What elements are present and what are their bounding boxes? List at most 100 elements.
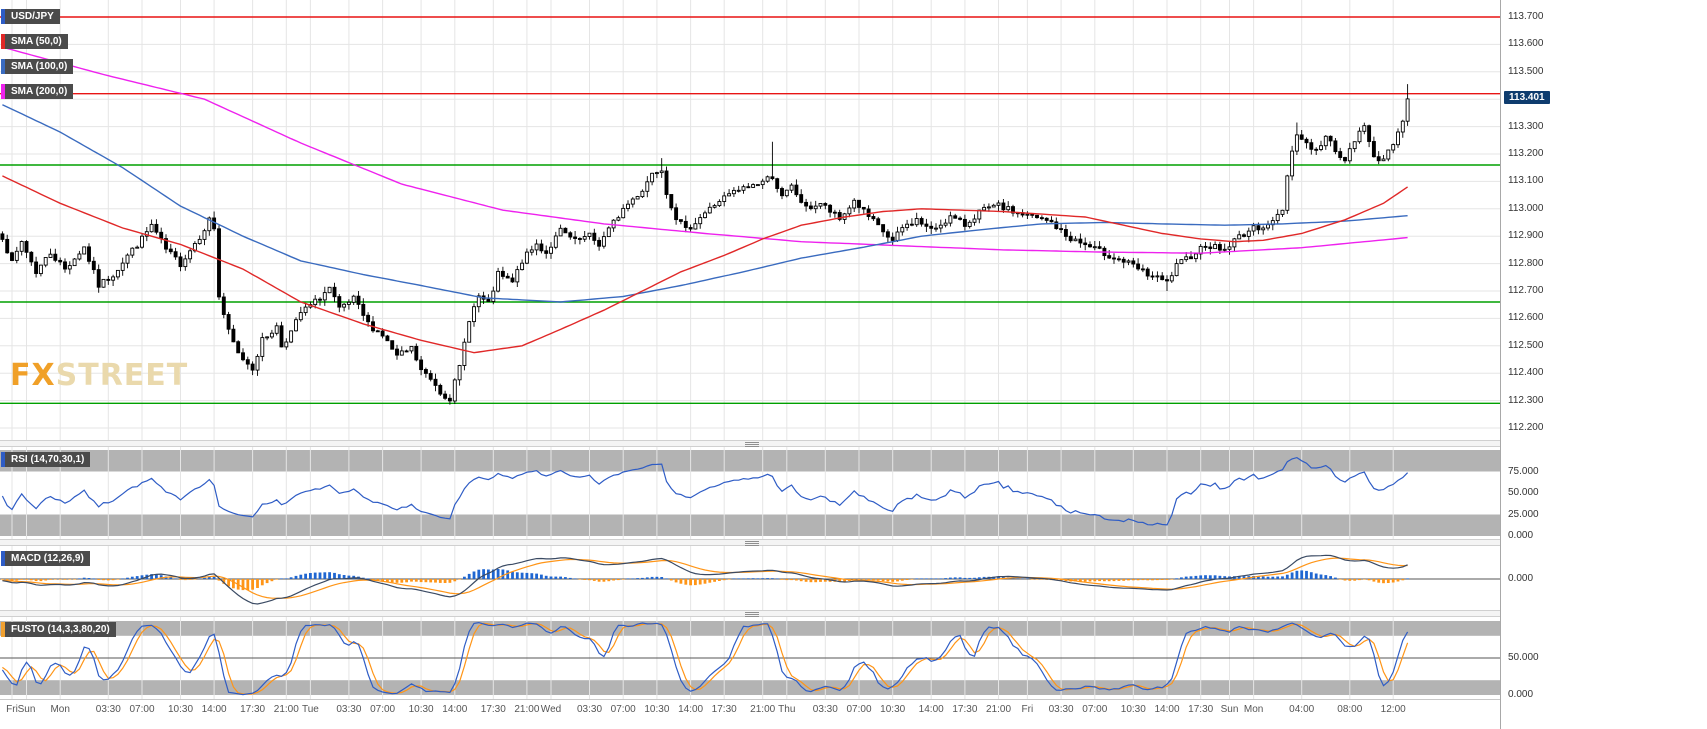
time-axis-label: 21:00	[985, 704, 1012, 715]
price-axis[interactable]: 113.401 113.700113.600113.500113.400113.…	[1500, 0, 1707, 729]
time-axis-label: Fri	[1021, 704, 1034, 715]
axis-tick: 112.400	[1508, 367, 1544, 379]
chart-plot-column: USD/JPY SMA (50,0) SMA (100,0) SMA (200,0) …	[0, 0, 1500, 729]
time-axis-label: Tue	[301, 704, 319, 715]
time-axis[interactable]: Fri Sun Mon 03:30 07:00 10:30 14:00 17:30 21:00 T…	[0, 699, 1500, 729]
time-axis-label: 17:30	[1188, 704, 1214, 715]
stoch-legend-stripe	[1, 622, 5, 637]
rsi-panel[interactable]: RSI (14,70,30,1)	[0, 447, 1500, 539]
symbol-badge-label: USD/JPY	[11, 11, 54, 22]
axis-tick: 112.700	[1508, 285, 1544, 296]
axis-tick: 113.500	[1508, 65, 1544, 77]
sma200-legend-label: SMA (200,0)	[11, 86, 68, 97]
time-axis-label: Mon	[1243, 704, 1264, 715]
splitter-grip-icon[interactable]	[745, 612, 759, 617]
panel-splitter[interactable]	[0, 539, 1500, 546]
stoch-legend: FUSTO (14,3,3,80,20)	[1, 622, 116, 637]
time-axis-label: Sun	[1220, 704, 1239, 715]
time-axis-label: 21:00	[750, 704, 776, 715]
time-axis-label: 03:30	[336, 704, 362, 715]
stochastic-canvas[interactable]	[0, 617, 1500, 699]
sma200-legend-stripe	[1, 84, 5, 99]
main-chart-canvas[interactable]	[0, 0, 1500, 440]
time-axis-label: 14:00	[918, 704, 944, 715]
axis-tick: 0.000	[1508, 689, 1534, 700]
axis-tick: 25.000	[1508, 508, 1539, 520]
time-axis-label: 03:30	[1048, 704, 1074, 715]
rsi-legend: RSI (14,70,30,1)	[1, 452, 91, 467]
main-chart-panel[interactable]: USD/JPY SMA (50,0) SMA (100,0) SMA (200,0) …	[0, 0, 1500, 440]
macd-legend-stripe	[1, 551, 5, 566]
sma50-legend-label: SMA (50,0)	[11, 36, 62, 47]
panel-splitter[interactable]	[0, 610, 1500, 617]
axis-tick: 112.600	[1508, 312, 1544, 324]
sma200-legend: SMA (200,0)	[1, 84, 74, 99]
time-axis-label: 17:30	[711, 704, 737, 715]
splitter-grip-icon[interactable]	[745, 442, 759, 447]
time-axis-label: 14:00	[201, 704, 227, 715]
time-axis-label: 08:00	[1337, 704, 1363, 715]
axis-tick: 0.000	[1508, 530, 1534, 541]
time-axis-label: 21:00	[514, 704, 540, 715]
time-axis-label: 14:00	[442, 704, 468, 715]
splitter-grip-icon[interactable]	[745, 541, 759, 546]
watermark-street: STREET	[55, 358, 189, 393]
time-axis-label: 03:30	[95, 704, 121, 715]
time-axis-label: 10:30	[644, 704, 670, 715]
macd-canvas[interactable]	[0, 546, 1500, 610]
time-axis-label: 07:00	[129, 704, 155, 715]
time-axis-label: Mon	[50, 704, 70, 715]
sma50-legend: SMA (50,0)	[1, 34, 68, 49]
time-axis-label: 17:30	[952, 704, 978, 715]
time-axis-label: 14:00	[678, 704, 704, 715]
axis-tick: 112.500	[1508, 339, 1544, 351]
time-axis-label: 14:00	[1154, 704, 1180, 715]
time-axis-label: Sun	[17, 704, 36, 715]
axis-tick: 50.000	[1508, 487, 1539, 498]
panel-splitter[interactable]	[0, 440, 1500, 447]
rsi-legend-stripe	[1, 452, 5, 467]
axis-tick: 113.200	[1508, 148, 1544, 159]
axis-tick: 112.300	[1508, 394, 1544, 406]
time-axis-label: 10:30	[167, 704, 194, 715]
symbol-badge: USD/JPY	[1, 9, 60, 24]
axis-tick: 0.000	[1508, 573, 1534, 584]
time-axis-label: 07:00	[846, 704, 872, 715]
time-axis-label: 04:00	[1289, 704, 1315, 715]
rsi-legend-label: RSI (14,70,30,1)	[11, 454, 85, 465]
time-axis-label: 10:30	[408, 704, 434, 715]
axis-tick: 112.900	[1508, 230, 1544, 242]
stochastic-panel[interactable]: FUSTO (14,3,3,80,20)	[0, 617, 1500, 699]
time-axis-label: Fri	[6, 704, 18, 715]
rsi-canvas[interactable]	[0, 447, 1500, 539]
time-axis-label: Wed	[540, 704, 562, 715]
axis-tick: 113.300	[1508, 120, 1544, 132]
time-axis-label: 07:00	[610, 704, 636, 715]
sma100-legend-stripe	[1, 59, 5, 74]
axis-tick: 113.100	[1508, 175, 1544, 187]
axis-tick: 112.800	[1508, 257, 1544, 269]
time-axis-label: 10:30	[880, 704, 906, 715]
sma50-legend-stripe	[1, 34, 5, 49]
macd-panel[interactable]: MACD (12,26,9)	[0, 546, 1500, 610]
macd-legend-label: MACD (12,26,9)	[11, 553, 84, 564]
axis-tick: 50.000	[1508, 652, 1539, 663]
time-axis-label: 03:30	[576, 704, 603, 715]
symbol-badge-stripe	[1, 9, 5, 24]
stoch-legend-label: FUSTO (14,3,3,80,20)	[11, 624, 110, 635]
axis-tick: 113.600	[1508, 38, 1544, 50]
sma100-legend-label: SMA (100,0)	[11, 61, 68, 72]
current-price-badge: 113.401	[1504, 90, 1550, 104]
time-axis-label: 17:30	[240, 704, 266, 715]
watermark-fx: FX	[10, 358, 56, 393]
axis-tick: 75.000	[1508, 465, 1539, 477]
time-axis-label: 10:30	[1120, 704, 1146, 715]
time-axis-label: 07:00	[1082, 704, 1108, 715]
sma100-legend: SMA (100,0)	[1, 59, 74, 74]
axis-tick: 113.700	[1508, 11, 1544, 22]
time-axis-label: 21:00	[273, 704, 299, 715]
time-axis-label: 17:30	[480, 704, 506, 715]
fxstreet-watermark: FXSTREET	[10, 358, 188, 393]
time-axis-label: 12:00	[1380, 704, 1406, 715]
